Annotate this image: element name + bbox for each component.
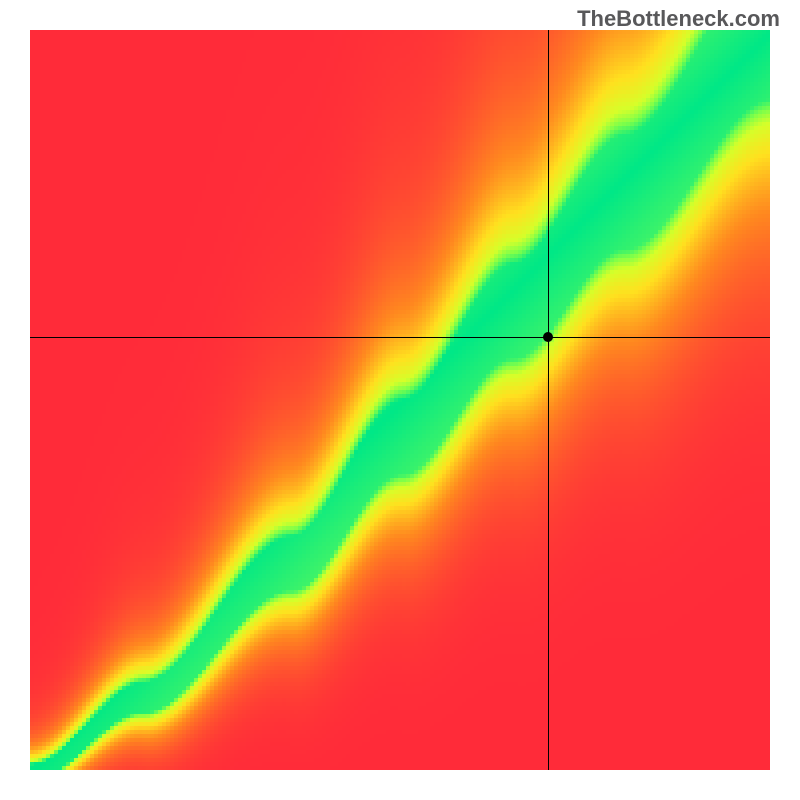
- crosshair-marker: [543, 332, 553, 342]
- crosshair-horizontal: [30, 337, 770, 338]
- bottleneck-heatmap: [0, 0, 800, 800]
- chart-container: { "canvas": { "width": 800, "height": 80…: [0, 0, 800, 800]
- watermark-text: TheBottleneck.com: [577, 6, 780, 32]
- crosshair-vertical: [548, 30, 549, 770]
